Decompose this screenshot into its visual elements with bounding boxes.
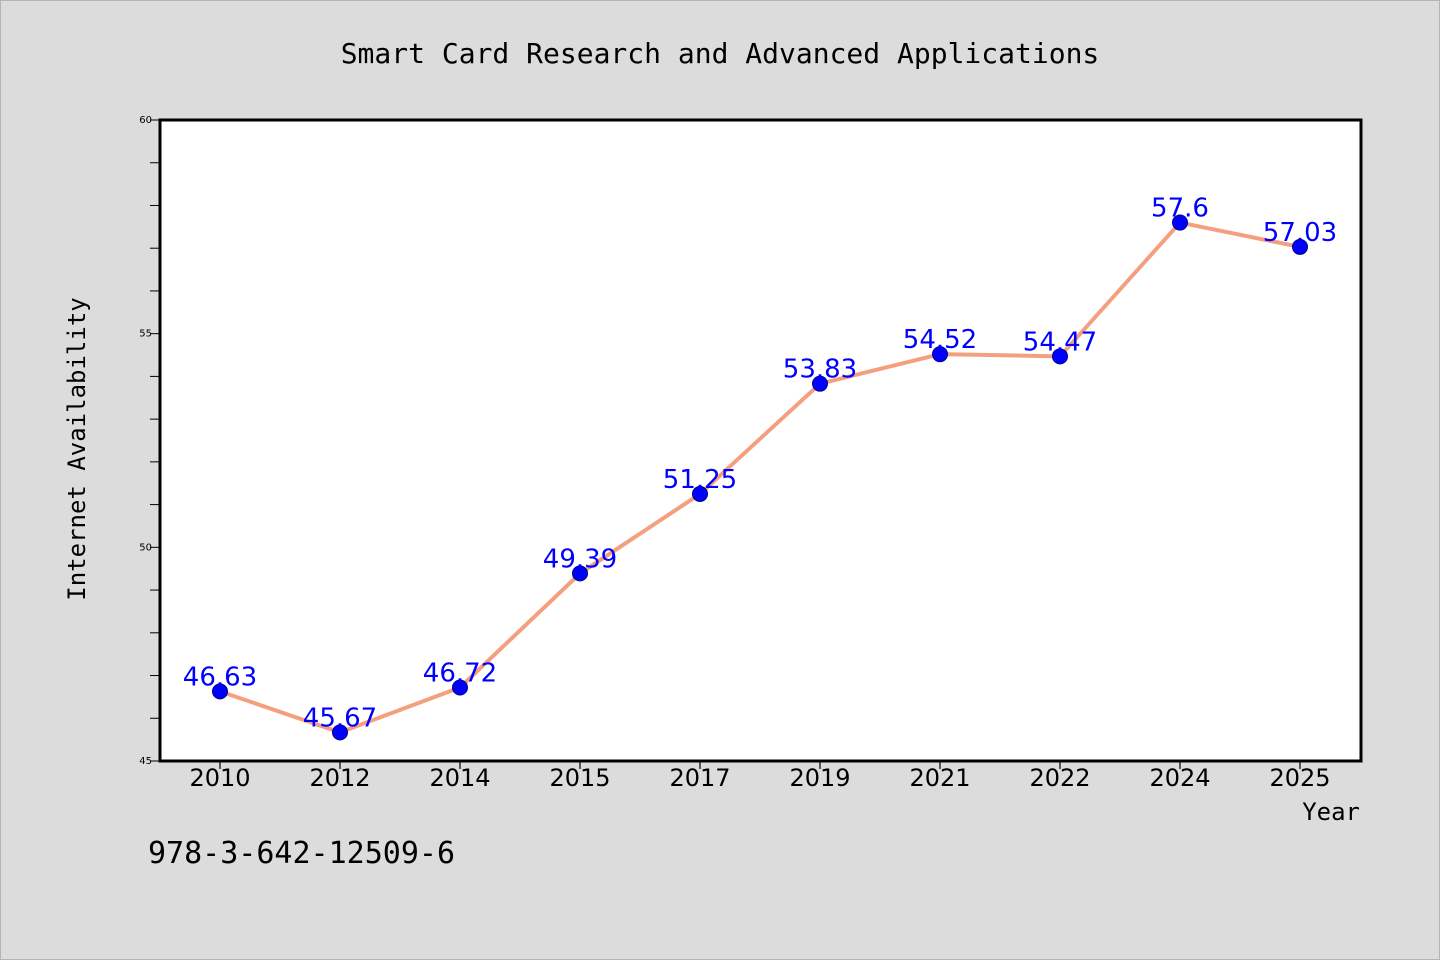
data-point-marker [332,724,348,741]
x-tick-label: 2022 [1029,764,1090,792]
data-point-label: 53.83 [783,355,857,385]
data-point-label: 51.25 [663,465,737,495]
data-point-label: 46.72 [423,658,497,688]
data-point-marker [212,683,228,700]
data-point-marker [812,375,828,392]
x-tick-label: 2021 [909,764,970,792]
data-point-marker [452,679,468,696]
x-tick-label: 2019 [789,764,850,792]
series-line-group [218,220,1302,735]
y-tick-label: 50 [139,542,152,553]
data-point-label: 49.39 [543,544,617,574]
data-point-marker [1292,238,1308,255]
chart-title: Smart Card Research and Advanced Applica… [341,37,1100,70]
data-point-label: 54.47 [1023,327,1097,357]
series-markers [212,214,1308,741]
data-point-label: 54.52 [903,325,977,355]
data-point-label: 57.6 [1151,194,1209,224]
data-point-label: 57.03 [1263,218,1337,248]
data-point-marker [1172,214,1188,231]
data-point-label: 45.67 [303,703,377,733]
x-tick-label: 2017 [669,764,730,792]
x-axis-ticks: 2010 2012 2014 2015 2017 2019 2021 2022 2024 2025 [189,761,1331,792]
data-labels: 46.63 45.67 46.72 49.39 51.25 53.83 54.52 54.47… [183,194,1337,734]
data-point-marker [692,485,708,502]
y-axis-label: Internet Availability [63,297,91,600]
data-point-label: 46.63 [183,662,257,692]
plot-border [158,118,1363,763]
x-tick-label: 2015 [549,764,610,792]
x-tick-label: 2012 [309,764,370,792]
y-tick-label: 45 [139,756,152,767]
x-tick-label: 2014 [429,764,490,792]
x-tick-label: 2010 [189,764,250,792]
data-point-marker [572,565,588,582]
x-tick-label: 2024 [1149,764,1210,792]
isbn-annotation: 978-3-642-12509-6 [148,836,455,871]
data-point-marker [1052,348,1068,365]
x-tick-label: 2025 [1269,764,1330,792]
x-axis-label: Year [1302,798,1360,826]
series-line [218,220,1302,735]
y-tick-label: 60 [139,115,152,126]
y-axis-ticks: 45 50 55 60 [139,115,160,767]
data-point-marker [932,346,948,363]
y-tick-label: 55 [139,329,152,340]
